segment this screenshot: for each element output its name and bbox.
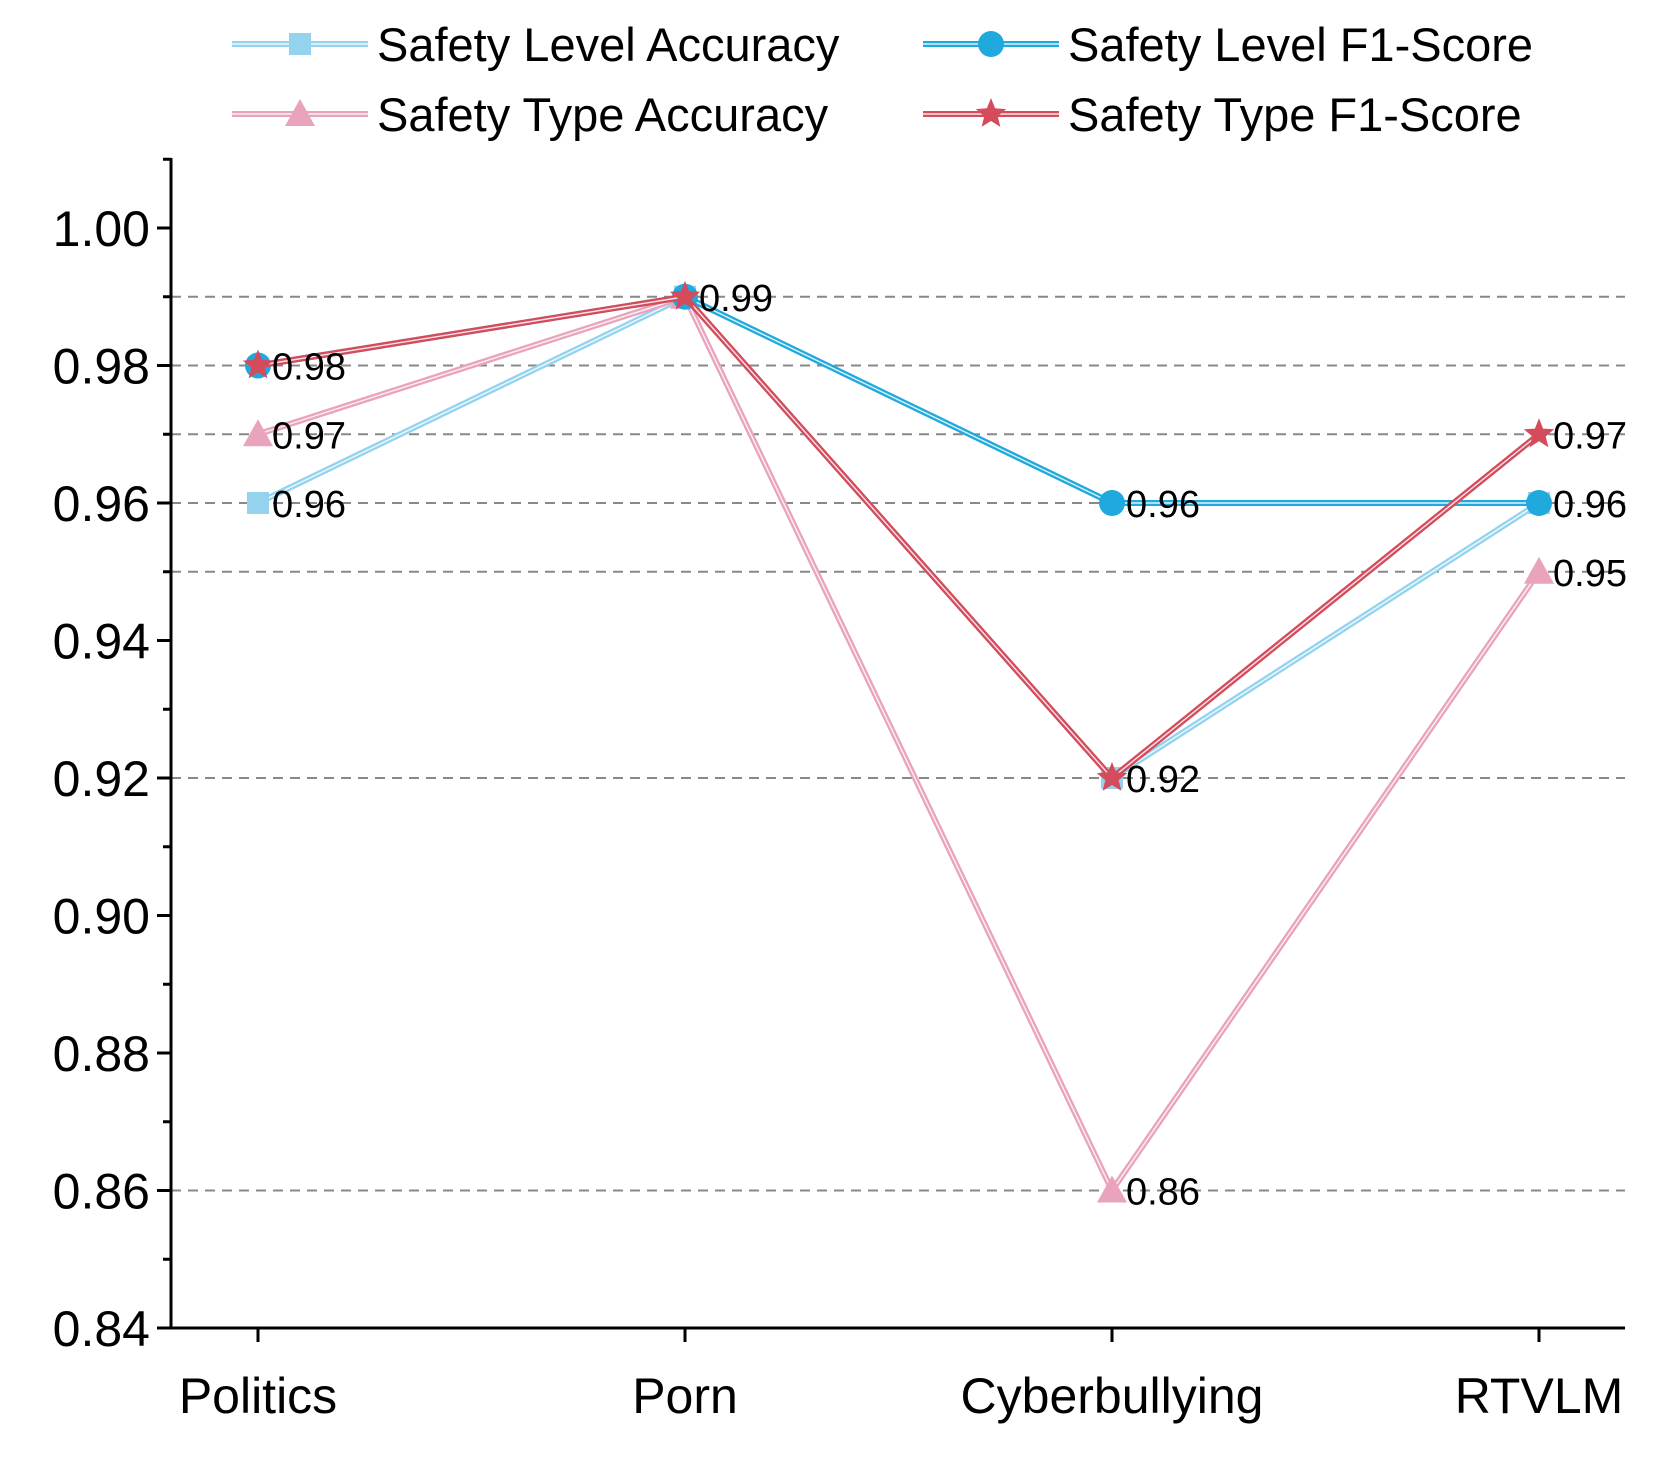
data-point — [1097, 1175, 1127, 1203]
series-group — [242, 280, 1555, 1203]
data-point — [1524, 556, 1554, 584]
x-tick-label: RTVLM — [1455, 1368, 1624, 1424]
legend-marker — [289, 33, 311, 55]
legend-item: Safety Type F1-Score — [923, 88, 1522, 141]
data-point — [1526, 490, 1552, 516]
data-label: 0.95 — [1553, 553, 1627, 595]
data-point — [247, 492, 269, 514]
series-safety-type-f1-score — [242, 280, 1555, 791]
legend-marker — [285, 99, 315, 126]
data-point — [243, 419, 273, 447]
series-line-highlight — [257, 296, 1540, 1192]
series-safety-level-f1-score — [245, 283, 1552, 516]
y-tick-label: 1.00 — [53, 201, 150, 257]
data-label: 0.97 — [1553, 415, 1627, 457]
data-label: 0.99 — [699, 278, 773, 320]
legend-marker — [978, 31, 1004, 57]
data-point — [669, 280, 701, 310]
y-tick-label: 0.98 — [53, 339, 150, 395]
data-point — [1096, 762, 1128, 791]
data-point — [1523, 418, 1555, 448]
y-tick-label: 0.84 — [53, 1301, 150, 1357]
legend-label: Safety Type Accuracy — [377, 88, 829, 141]
series-line-highlight — [257, 296, 1539, 504]
y-tick-label: 0.86 — [53, 1164, 150, 1220]
axes: 0.84 0.86 0.88 0.90 0.92 0.94 0.96 0.98 1.00 Poli… — [53, 157, 1625, 1424]
y-tick-label: 0.92 — [53, 751, 150, 807]
x-tick-label: Porn — [632, 1368, 738, 1424]
data-label: 0.97 — [272, 415, 346, 457]
legend-item: Safety Type Accuracy — [232, 88, 829, 141]
legend: Safety Level Accuracy Safety Level F1-Sco… — [232, 18, 1533, 141]
data-label: 0.96 — [1553, 484, 1627, 526]
y-tick-label: 0.94 — [53, 614, 150, 670]
data-label: 0.98 — [272, 347, 346, 389]
data-label: 0.96 — [1126, 484, 1200, 526]
data-label: 0.86 — [1126, 1172, 1200, 1214]
legend-marker — [975, 98, 1007, 127]
legend-label: Safety Level Accuracy — [377, 18, 840, 71]
series-line-highlight — [257, 296, 1540, 779]
x-tick-label: Politics — [179, 1368, 337, 1424]
data-point — [242, 349, 274, 379]
series-safety-type-accuracy — [243, 281, 1554, 1203]
y-tick-label: 0.96 — [53, 476, 150, 532]
data-label: 0.96 — [272, 484, 346, 526]
legend-label: Safety Level F1-Score — [1068, 18, 1533, 71]
data-label: 0.92 — [1126, 759, 1200, 801]
legend-item: Safety Level F1-Score — [923, 18, 1533, 71]
data-point — [1099, 490, 1125, 516]
legend-label: Safety Type F1-Score — [1068, 88, 1522, 141]
legend-item: Safety Level Accuracy — [232, 18, 840, 71]
y-tick-label: 0.90 — [53, 889, 150, 945]
data-labels: 0.98 0.97 0.96 0.99 0.96 0.92 0.86 0.97 0.96 0.95 — [272, 278, 1627, 1214]
x-tick-label: Cyberbullying — [961, 1368, 1264, 1424]
y-tick-label: 0.88 — [53, 1026, 150, 1082]
